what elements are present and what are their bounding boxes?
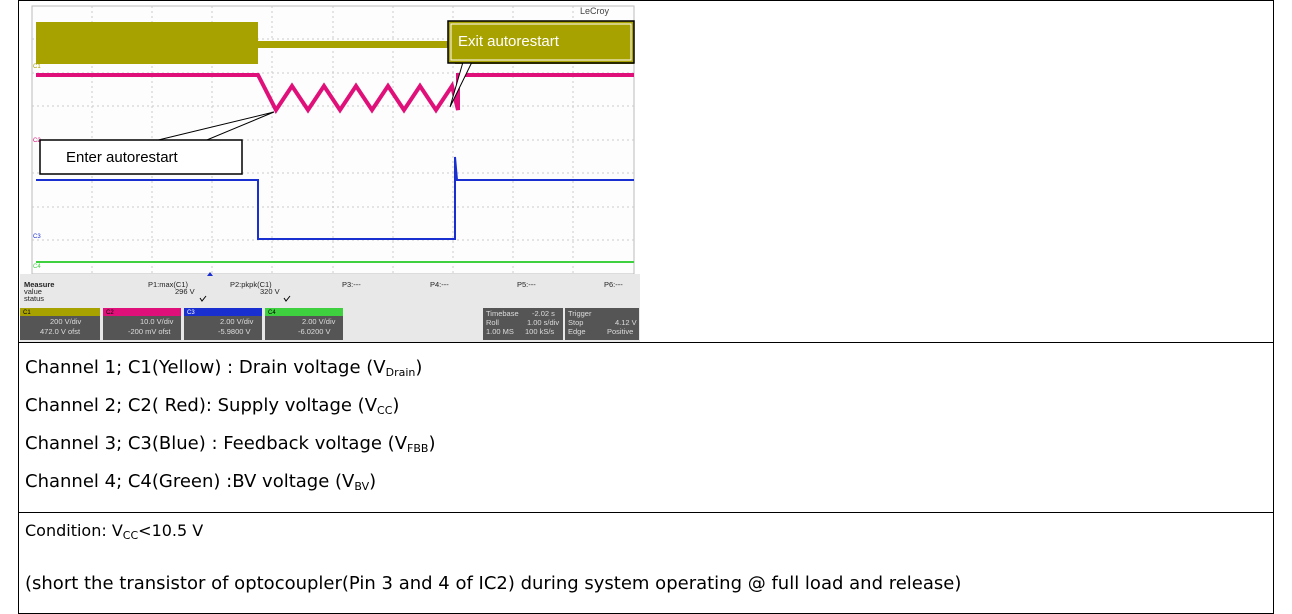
channel-offset: -200 mV ofst: [128, 327, 171, 336]
timebase-samples: 1.00 MS: [486, 327, 514, 336]
subscript: FBB: [407, 442, 428, 455]
timebase-delay: -2.02 s: [532, 309, 555, 318]
channel-id: C2: [106, 310, 114, 316]
measure-label: status: [24, 294, 44, 303]
channel-offset: 472.0 V ofst: [40, 327, 81, 336]
trigger-label: Trigger: [568, 309, 592, 318]
trigger-state: Stop: [568, 318, 583, 327]
channel-offset: -6.0200 V: [298, 327, 331, 336]
channel-id: C1: [23, 310, 31, 316]
legend-entry: Channel 1; C1(Yellow) : Drain voltage (V…: [25, 357, 422, 379]
channel-offset: -5.9800 V: [218, 327, 251, 336]
timebase-per-div: 1.00 s/div: [527, 318, 559, 327]
figure-cell: LeCroy C1 C2 C3 C4 Exit autorestart Ente…: [18, 0, 1274, 343]
legend-tail: ): [392, 395, 399, 416]
trace-label: C1: [33, 64, 41, 70]
channel-id: C3: [187, 310, 195, 316]
document: LeCroy C1 C2 C3 C4 Exit autorestart Ente…: [0, 0, 1292, 614]
legend-text: Channel 3; C3(Blue) : Feedback voltage (…: [25, 433, 407, 454]
legend-tail: ): [428, 433, 435, 454]
trigger-level: 4.12 V: [615, 318, 637, 327]
legend-text: Channel 1; C1(Yellow) : Drain voltage (V: [25, 357, 386, 378]
subscript: CC: [377, 404, 392, 417]
param-name: P4:---: [430, 280, 449, 289]
channel-scale: 200 V/div: [50, 317, 82, 326]
subscript: CC: [123, 529, 138, 542]
legend-text: Channel 2; C2( Red): Supply voltage (V: [25, 395, 377, 416]
trace-label: C4: [33, 264, 41, 270]
timebase-mode: Roll: [486, 318, 499, 327]
legend-text: Channel 4; C4(Green) :BV voltage (V: [25, 471, 354, 492]
param-value: 320 V: [260, 287, 280, 296]
trigger-type: Edge: [568, 327, 586, 336]
callout-exit: Exit autorestart: [458, 33, 560, 50]
param-name: P3:---: [342, 280, 361, 289]
legend-tail: ): [415, 357, 422, 378]
brand: LeCroy: [580, 6, 610, 16]
legend-tail: ): [369, 471, 376, 492]
legend-entry: Channel 2; C2( Red): Supply voltage (VCC…: [25, 395, 399, 417]
channel-scale: 2.00 V/div: [220, 317, 254, 326]
legend-cell: Channel 1; C1(Yellow) : Drain voltage (V…: [18, 342, 1274, 513]
condition-tail: <10.5 V: [138, 521, 203, 540]
condition: Condition: VCC<10.5 V: [25, 521, 203, 542]
condition-cell: Condition: VCC<10.5 V (short the transis…: [18, 512, 1274, 614]
param-value: 296 V: [175, 287, 195, 296]
param-name: P6:---: [604, 280, 623, 289]
channel-id: C4: [268, 310, 276, 316]
channel-scale: 2.00 V/div: [302, 317, 336, 326]
trace-label: C3: [33, 234, 41, 240]
subscript: Drain: [386, 366, 416, 379]
oscilloscope-capture: LeCroy C1 C2 C3 C4 Exit autorestart Ente…: [20, 2, 640, 342]
callout-enter: Enter autorestart: [66, 149, 179, 166]
timebase-rate: 100 kS/s: [525, 327, 554, 336]
legend-entry: Channel 4; C4(Green) :BV voltage (VBV): [25, 471, 376, 493]
condition-text: Condition: V: [25, 521, 123, 540]
trigger-slope: Positive: [607, 327, 633, 336]
legend-entry: Channel 3; C3(Blue) : Feedback voltage (…: [25, 433, 435, 455]
channel-scale: 10.0 V/div: [140, 317, 174, 326]
param-name: P5:---: [517, 280, 536, 289]
subscript: BV: [354, 480, 369, 493]
condition-note: (short the transistor of optocoupler(Pin…: [25, 573, 961, 594]
timebase-label: Timebase: [486, 309, 519, 318]
